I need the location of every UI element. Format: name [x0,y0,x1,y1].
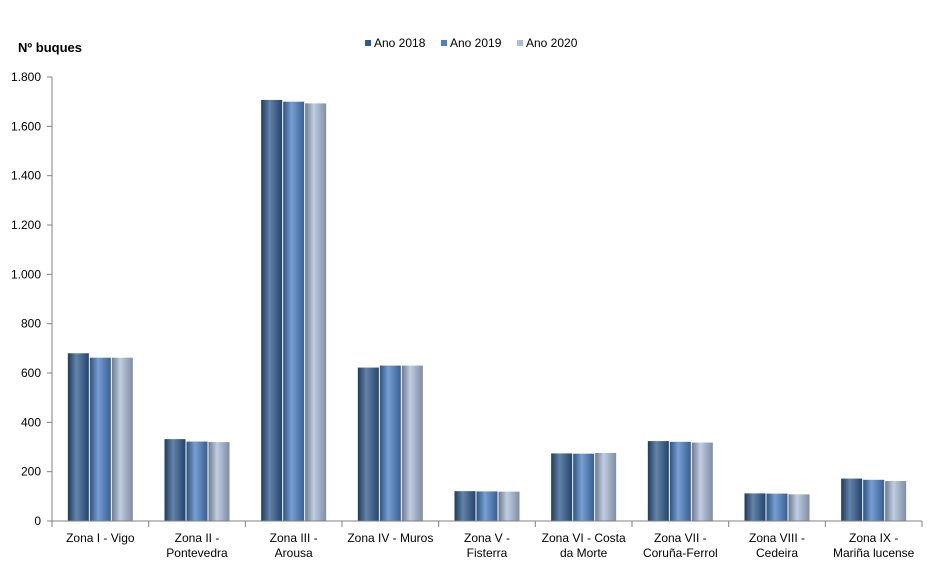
bar [111,357,133,521]
bar [379,365,401,521]
legend-swatch [365,40,371,46]
bar [305,103,327,521]
x-category-label: Zona V -Fisterra [464,531,510,560]
x-category-label: Zona IV - Muros [347,531,433,545]
bar [788,494,810,521]
y-tick-label: 1.200 [11,218,41,232]
y-tick-label: 200 [21,465,41,479]
bar [208,442,230,521]
legend-swatch [517,40,523,46]
bar [573,453,595,521]
bar [691,442,713,521]
x-category-label: Zona VIII -Cedeira [749,531,805,560]
x-category-label: Zona III -Arousa [270,531,318,560]
x-category-label: Zona I - Vigo [66,531,135,545]
y-tick-label: 1.600 [11,119,41,133]
bar [283,101,305,522]
bar [885,481,907,521]
legend-label: Ano 2018 [374,36,426,50]
bars [67,99,907,522]
bar [401,365,423,521]
y-axis: 0 200 400 600 800 1.000 1.200 1.400 1.600 1.800 [11,70,53,528]
legend-label: Ano 2019 [450,36,502,50]
bar [498,491,520,521]
bar [766,493,788,521]
x-category-label: Zona IX -Mariña lucense [833,531,915,560]
y-tick-label: 0 [34,514,41,528]
bar [164,439,186,521]
bar [595,452,617,521]
y-tick-label: 400 [21,415,41,429]
bar [67,353,89,521]
x-category-label: Zona II -Pontevedra [166,531,228,560]
legend-label: Ano 2020 [526,36,578,50]
bar [551,453,573,521]
y-tick-label: 1.000 [11,267,41,281]
bar [863,479,885,521]
y-tick-label: 600 [21,366,41,380]
bar [476,491,498,521]
bar [454,491,476,521]
bar [647,441,669,521]
bar [669,441,691,521]
bar [357,367,379,521]
x-category-label: Zona VII -Coruña-Ferrol [643,531,718,560]
bar [186,441,208,521]
bar [841,478,863,521]
legend: Ano 2018 Ano 2019 Ano 2020 [365,36,578,50]
bar [89,357,111,521]
x-category-label: Zona VI - Costa da Morte [542,531,626,560]
y-tick-label: 800 [21,317,41,331]
bar [744,493,766,521]
legend-swatch [441,40,447,46]
y-tick-label: 1.800 [11,70,41,84]
y-tick-label: 1.400 [11,169,41,183]
y-axis-label: Nº buques [18,40,82,55]
x-axis: Zona I - Vigo Zona II -Pontevedra Zona III… [51,520,923,560]
bar [261,99,283,521]
